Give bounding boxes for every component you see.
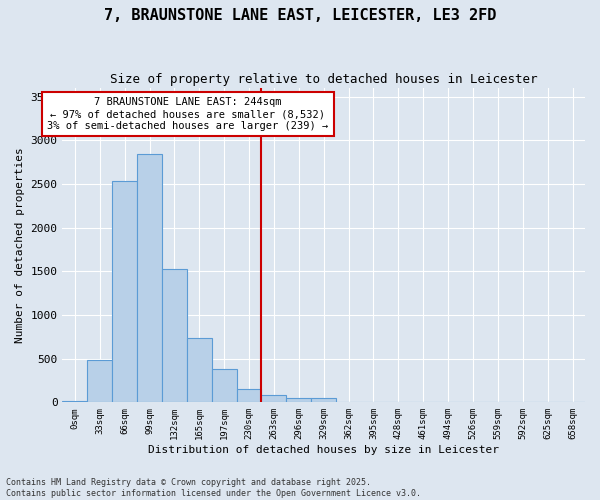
- Bar: [162, 269, 187, 402]
- Bar: [137, 154, 162, 402]
- Title: Size of property relative to detached houses in Leicester: Size of property relative to detached ho…: [110, 72, 538, 86]
- Text: 7 BRAUNSTONE LANE EAST: 244sqm
← 97% of detached houses are smaller (8,532)
3% o: 7 BRAUNSTONE LANE EAST: 244sqm ← 97% of …: [47, 98, 328, 130]
- Bar: [62, 401, 88, 402]
- Text: 7, BRAUNSTONE LANE EAST, LEICESTER, LE3 2FD: 7, BRAUNSTONE LANE EAST, LEICESTER, LE3 …: [104, 8, 496, 22]
- Bar: [262, 395, 286, 402]
- X-axis label: Distribution of detached houses by size in Leicester: Distribution of detached houses by size …: [148, 445, 499, 455]
- Bar: [286, 398, 311, 402]
- Bar: [112, 182, 137, 402]
- Bar: [88, 360, 112, 403]
- Y-axis label: Number of detached properties: Number of detached properties: [15, 148, 25, 343]
- Bar: [311, 398, 336, 402]
- Text: Contains HM Land Registry data © Crown copyright and database right 2025.
Contai: Contains HM Land Registry data © Crown c…: [6, 478, 421, 498]
- Bar: [212, 369, 236, 402]
- Bar: [236, 389, 262, 402]
- Bar: [187, 338, 212, 402]
